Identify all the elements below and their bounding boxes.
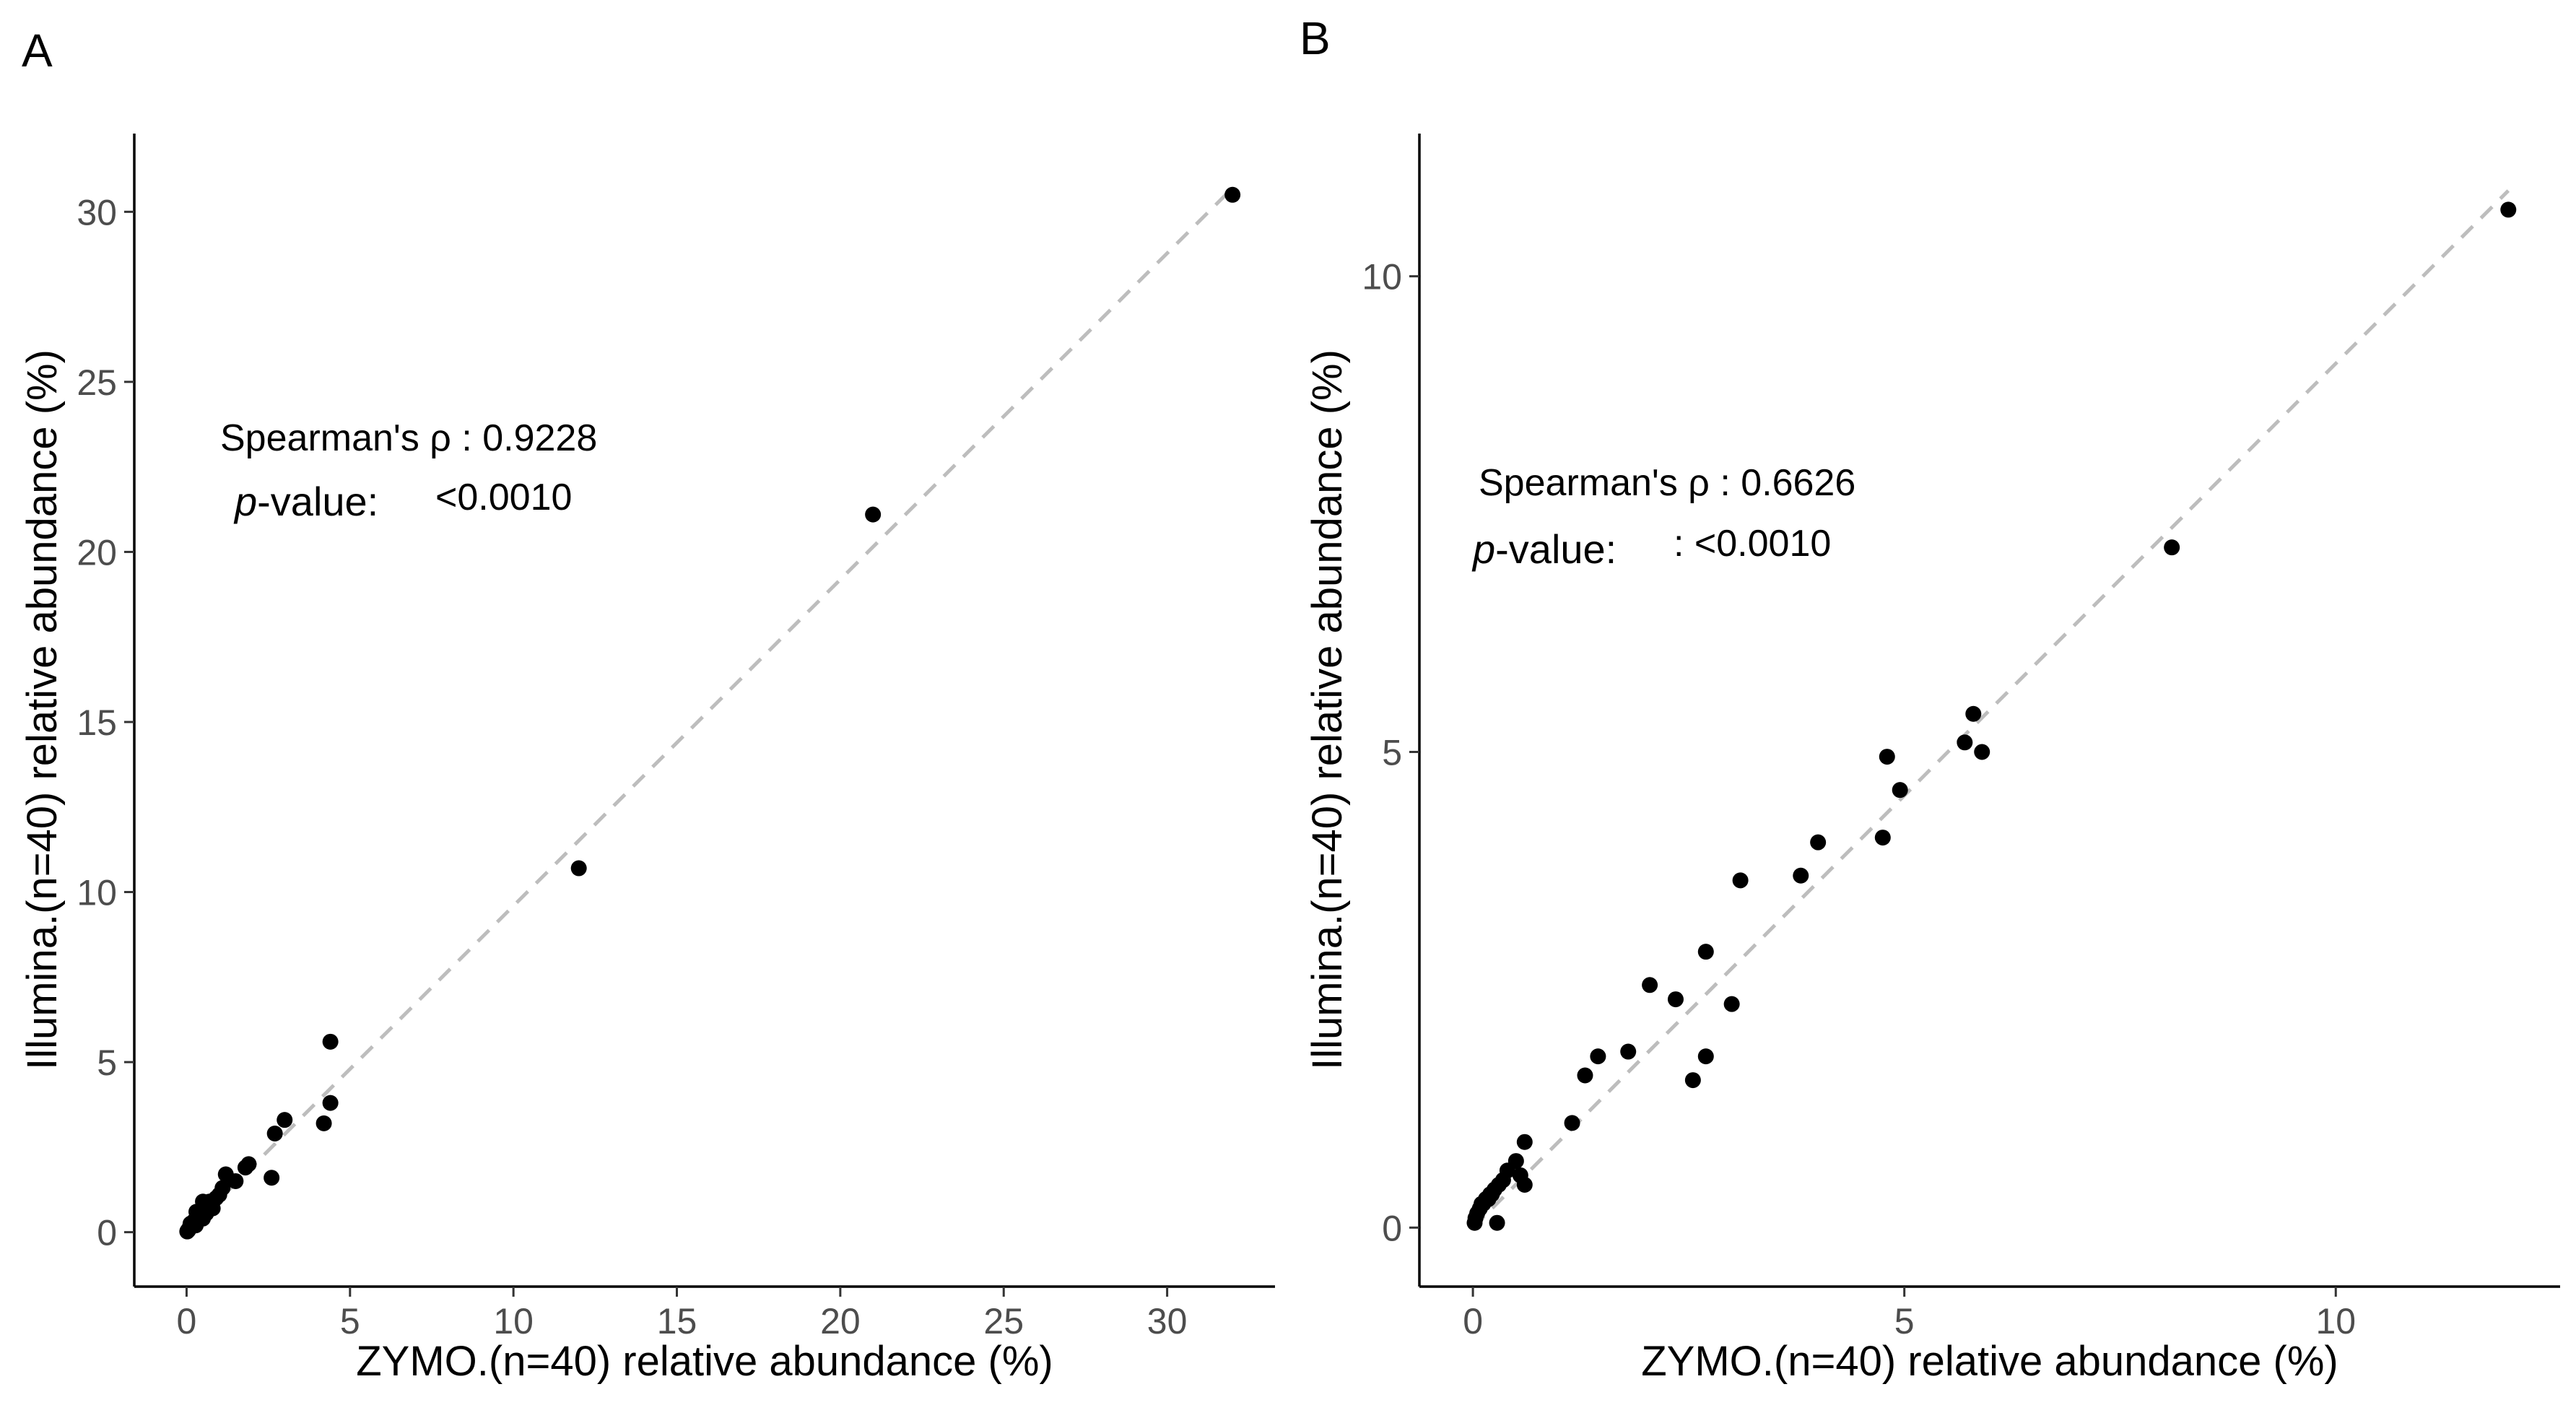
- panel-b-annotation: Spearman's ρ : 0.6626 p-value: : <0.0010: [1471, 462, 1855, 572]
- panel-b-data-point: [1974, 744, 1990, 760]
- panel-a-x-tick-label: 20: [820, 1301, 861, 1341]
- panel-a-x-tick-label: 15: [657, 1301, 697, 1341]
- panel-a-x-axis-title: ZYMO.(n=40) relative abundance (%): [356, 1338, 1053, 1385]
- panel-b-y-axis-title: Illumina.(n=40) relative abundance (%): [1304, 349, 1351, 1070]
- panel-b-data-point: [2500, 201, 2517, 218]
- panel-b-data-point: [1732, 872, 1749, 889]
- panel-b-data-point: [1697, 1048, 1714, 1065]
- panel-a-y-tick-label: 25: [77, 362, 117, 403]
- panel-b-data-point: [1466, 1214, 1483, 1231]
- panel-a-data-point: [201, 1193, 218, 1210]
- panel-b-data-point: [1564, 1115, 1580, 1131]
- panel-a: A 0 5 10 15 20 25 30 0 5 10 15 20 25 30 ZYMO.(n=40) r…: [19, 25, 1275, 1385]
- panel-b-marks: [1466, 189, 2517, 1231]
- panel-b-data-point: [1793, 867, 1809, 884]
- panel-b-ticks: 0 5 10 0 5 10: [1362, 257, 2356, 1341]
- panel-b-data-point: [1620, 1043, 1637, 1060]
- panel-a-label: A: [22, 25, 53, 77]
- panel-b-p-label: p-value:: [1471, 526, 1616, 572]
- panel-b-data-point: [1957, 734, 1973, 751]
- panel-b: B 0 5 10 0 5 10 ZYMO.(n=40) relative abundanc…: [1300, 12, 2560, 1385]
- panel-a-ticks: 0 5 10 15 20 25 30 0 5 10 15 20 25 30: [77, 192, 1187, 1341]
- panel-b-p-value: : <0.0010: [1674, 523, 1831, 565]
- panel-b-p-italic: p: [1471, 526, 1495, 572]
- panel-a-data-point: [266, 1126, 283, 1142]
- panel-b-data-point: [2164, 539, 2180, 556]
- panel-a-data-point: [322, 1033, 339, 1050]
- panel-a-y-tick-label: 15: [77, 702, 117, 743]
- panel-a-p-rest: -value:: [257, 479, 378, 524]
- panel-a-x-tick-label: 5: [340, 1301, 360, 1341]
- panel-b-data-point: [1965, 705, 1982, 722]
- panel-b-data-point: [1516, 1177, 1533, 1193]
- panel-a-y-tick-label: 0: [97, 1213, 117, 1253]
- panel-a-data-point: [316, 1115, 332, 1131]
- panel-a-p-italic: p: [233, 479, 257, 524]
- panel-a-data-point: [865, 506, 882, 523]
- panel-a-data-point: [180, 1221, 197, 1237]
- panel-b-data-point: [1892, 782, 1908, 799]
- panel-a-data-point: [1224, 186, 1241, 203]
- panel-b-data-point: [1590, 1048, 1606, 1065]
- panel-b-data-point: [1577, 1067, 1593, 1084]
- panel-b-y-tick-label: 5: [1382, 732, 1402, 773]
- panel-b-x-axis-title: ZYMO.(n=40) relative abundance (%): [1641, 1338, 2338, 1385]
- panel-b-data-point: [1810, 834, 1827, 851]
- panel-b-data-point: [1697, 944, 1714, 960]
- panel-a-axes: [133, 134, 1275, 1288]
- panel-b-y-tick-label: 10: [1362, 257, 1402, 297]
- panel-b-data-point: [1723, 996, 1740, 1012]
- panel-a-marks: [179, 186, 1241, 1240]
- panel-b-axes: [1418, 134, 2560, 1288]
- panel-b-data-point: [1489, 1214, 1505, 1231]
- panel-b-spearman-label: Spearman's ρ : 0.6626: [1479, 462, 1855, 504]
- panel-a-x-tick-label: 10: [493, 1301, 534, 1341]
- panel-a-x-tick-label: 0: [177, 1301, 197, 1341]
- panel-a-data-point: [237, 1160, 253, 1176]
- panel-a-y-tick-label: 5: [97, 1043, 117, 1083]
- panel-a-data-point: [277, 1112, 293, 1128]
- panel-a-x-tick-label: 30: [1147, 1301, 1188, 1341]
- panel-a-spearman-label: Spearman's ρ : 0.9228: [220, 417, 597, 459]
- panel-a-data-point: [195, 1210, 212, 1227]
- panel-a-p-label: p-value:: [233, 479, 378, 524]
- panel-b-data-point: [1642, 977, 1658, 993]
- panel-b-fit-line: [1471, 189, 2510, 1230]
- panel-a-data-point: [264, 1170, 280, 1186]
- panel-b-data-point: [1516, 1134, 1533, 1150]
- panel-a-y-axis-title: Illumina.(n=40) relative abundance (%): [19, 349, 66, 1070]
- panel-a-data-point: [570, 860, 587, 877]
- panel-a-annotation: Spearman's ρ : 0.9228 p-value: <0.0010: [220, 417, 597, 524]
- panel-b-data-point: [1684, 1072, 1701, 1089]
- panel-b-y-tick-label: 0: [1382, 1208, 1402, 1248]
- panel-b-data-point: [1667, 991, 1684, 1008]
- panel-b-x-tick-label: 5: [1894, 1301, 1915, 1341]
- panel-a-y-tick-label: 30: [77, 192, 117, 232]
- panel-a-data-point: [227, 1173, 244, 1189]
- panel-a-p-value: <0.0010: [435, 477, 572, 518]
- panel-b-data-point: [1879, 749, 1895, 765]
- panel-b-x-tick-label: 0: [1463, 1301, 1483, 1341]
- panel-a-fit-line: [185, 186, 1234, 1234]
- panel-a-x-tick-label: 25: [983, 1301, 1024, 1341]
- panel-b-x-tick-label: 10: [2315, 1301, 2356, 1341]
- panel-b-data-point: [1484, 1186, 1500, 1203]
- panel-a-y-tick-label: 20: [77, 532, 117, 573]
- panel-a-data-point: [322, 1095, 339, 1111]
- panel-b-label: B: [1300, 12, 1331, 64]
- panel-b-data-point: [1874, 830, 1891, 846]
- panel-b-p-rest: -value:: [1495, 526, 1616, 572]
- panel-a-y-tick-label: 10: [77, 873, 117, 913]
